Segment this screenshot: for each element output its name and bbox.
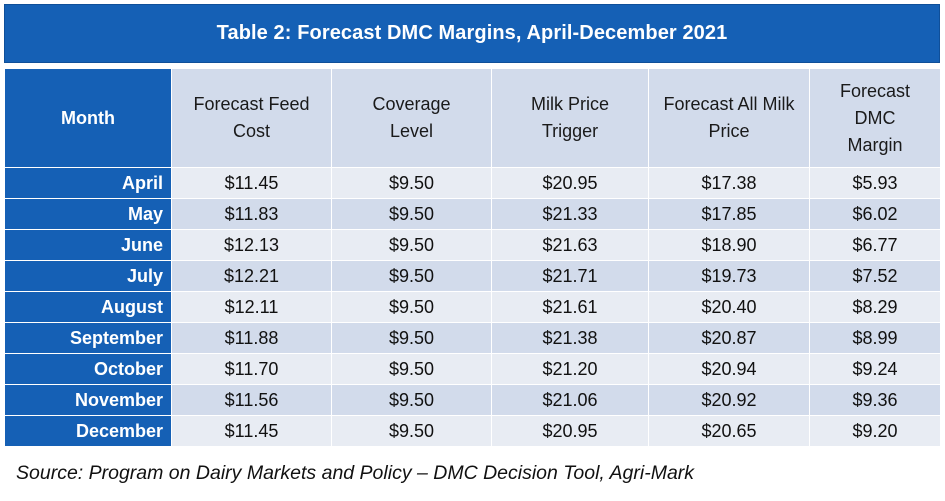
all-milk-cell: $19.73 xyxy=(648,260,810,292)
margin-cell: $6.77 xyxy=(809,229,941,261)
margin-cell: $5.93 xyxy=(809,167,941,199)
table-row: May $11.83 $9.50 $21.33 $17.85 $6.02 xyxy=(4,198,941,230)
all-milk-cell: $20.40 xyxy=(648,291,810,323)
coverage-cell: $9.50 xyxy=(331,229,492,261)
margin-cell: $6.02 xyxy=(809,198,941,230)
header-trigger: Milk Price Trigger xyxy=(491,68,649,168)
source-note: Source: Program on Dairy Markets and Pol… xyxy=(16,462,695,484)
header-all-milk: Forecast All Milk Price xyxy=(648,68,810,168)
margin-cell: $8.99 xyxy=(809,322,941,354)
all-milk-cell: $17.85 xyxy=(648,198,810,230)
header-coverage: Coverage Level xyxy=(331,68,492,168)
month-cell: May xyxy=(4,198,172,230)
table-row: October $11.70 $9.50 $21.20 $20.94 $9.24 xyxy=(4,353,941,385)
table-row: December $11.45 $9.50 $20.95 $20.65 $9.20 xyxy=(4,415,941,447)
month-cell: October xyxy=(4,353,172,385)
dmc-margins-table: Month Forecast Feed Cost Coverage Level … xyxy=(4,68,941,447)
forecast-dmc-table-figure: Table 2: Forecast DMC Margins, April-Dec… xyxy=(4,4,941,447)
table-row: September $11.88 $9.50 $21.38 $20.87 $8.99 xyxy=(4,322,941,354)
table-row: August $12.11 $9.50 $21.61 $20.40 $8.29 xyxy=(4,291,941,323)
feed-cost-cell: $11.83 xyxy=(171,198,332,230)
trigger-cell: $21.71 xyxy=(491,260,649,292)
coverage-cell: $9.50 xyxy=(331,322,492,354)
trigger-cell: $21.38 xyxy=(491,322,649,354)
feed-cost-cell: $12.11 xyxy=(171,291,332,323)
trigger-cell: $21.61 xyxy=(491,291,649,323)
all-milk-cell: $17.38 xyxy=(648,167,810,199)
month-cell: December xyxy=(4,415,172,447)
table-title: Table 2: Forecast DMC Margins, April-Dec… xyxy=(4,4,940,63)
margin-cell: $7.52 xyxy=(809,260,941,292)
margin-cell: $9.20 xyxy=(809,415,941,447)
feed-cost-cell: $11.45 xyxy=(171,415,332,447)
coverage-cell: $9.50 xyxy=(331,353,492,385)
all-milk-cell: $20.87 xyxy=(648,322,810,354)
table-row: June $12.13 $9.50 $21.63 $18.90 $6.77 xyxy=(4,229,941,261)
table-row: July $12.21 $9.50 $21.71 $19.73 $7.52 xyxy=(4,260,941,292)
header-feed-cost: Forecast Feed Cost xyxy=(171,68,332,168)
coverage-cell: $9.50 xyxy=(331,198,492,230)
all-milk-cell: $20.94 xyxy=(648,353,810,385)
coverage-cell: $9.50 xyxy=(331,384,492,416)
coverage-cell: $9.50 xyxy=(331,260,492,292)
feed-cost-cell: $12.21 xyxy=(171,260,332,292)
trigger-cell: $20.95 xyxy=(491,167,649,199)
table-row: April $11.45 $9.50 $20.95 $17.38 $5.93 xyxy=(4,167,941,199)
margin-cell: $9.24 xyxy=(809,353,941,385)
feed-cost-cell: $11.88 xyxy=(171,322,332,354)
coverage-cell: $9.50 xyxy=(331,291,492,323)
month-cell: April xyxy=(4,167,172,199)
header-month: Month xyxy=(4,68,172,168)
feed-cost-cell: $12.13 xyxy=(171,229,332,261)
coverage-cell: $9.50 xyxy=(331,415,492,447)
margin-cell: $9.36 xyxy=(809,384,941,416)
trigger-cell: $20.95 xyxy=(491,415,649,447)
header-margin: Forecast DMC Margin xyxy=(809,68,941,168)
all-milk-cell: $20.92 xyxy=(648,384,810,416)
month-cell: September xyxy=(4,322,172,354)
month-cell: June xyxy=(4,229,172,261)
month-cell: November xyxy=(4,384,172,416)
all-milk-cell: $18.90 xyxy=(648,229,810,261)
table-body: April $11.45 $9.50 $20.95 $17.38 $5.93 May $11.… xyxy=(4,167,941,447)
coverage-cell: $9.50 xyxy=(331,167,492,199)
trigger-cell: $21.33 xyxy=(491,198,649,230)
month-cell: July xyxy=(4,260,172,292)
margin-cell: $8.29 xyxy=(809,291,941,323)
trigger-cell: $21.20 xyxy=(491,353,649,385)
feed-cost-cell: $11.70 xyxy=(171,353,332,385)
feed-cost-cell: $11.45 xyxy=(171,167,332,199)
trigger-cell: $21.06 xyxy=(491,384,649,416)
table-row: November $11.56 $9.50 $21.06 $20.92 $9.36 xyxy=(4,384,941,416)
month-cell: August xyxy=(4,291,172,323)
trigger-cell: $21.63 xyxy=(491,229,649,261)
feed-cost-cell: $11.56 xyxy=(171,384,332,416)
header-row: Month Forecast Feed Cost Coverage Level … xyxy=(4,68,941,168)
all-milk-cell: $20.65 xyxy=(648,415,810,447)
